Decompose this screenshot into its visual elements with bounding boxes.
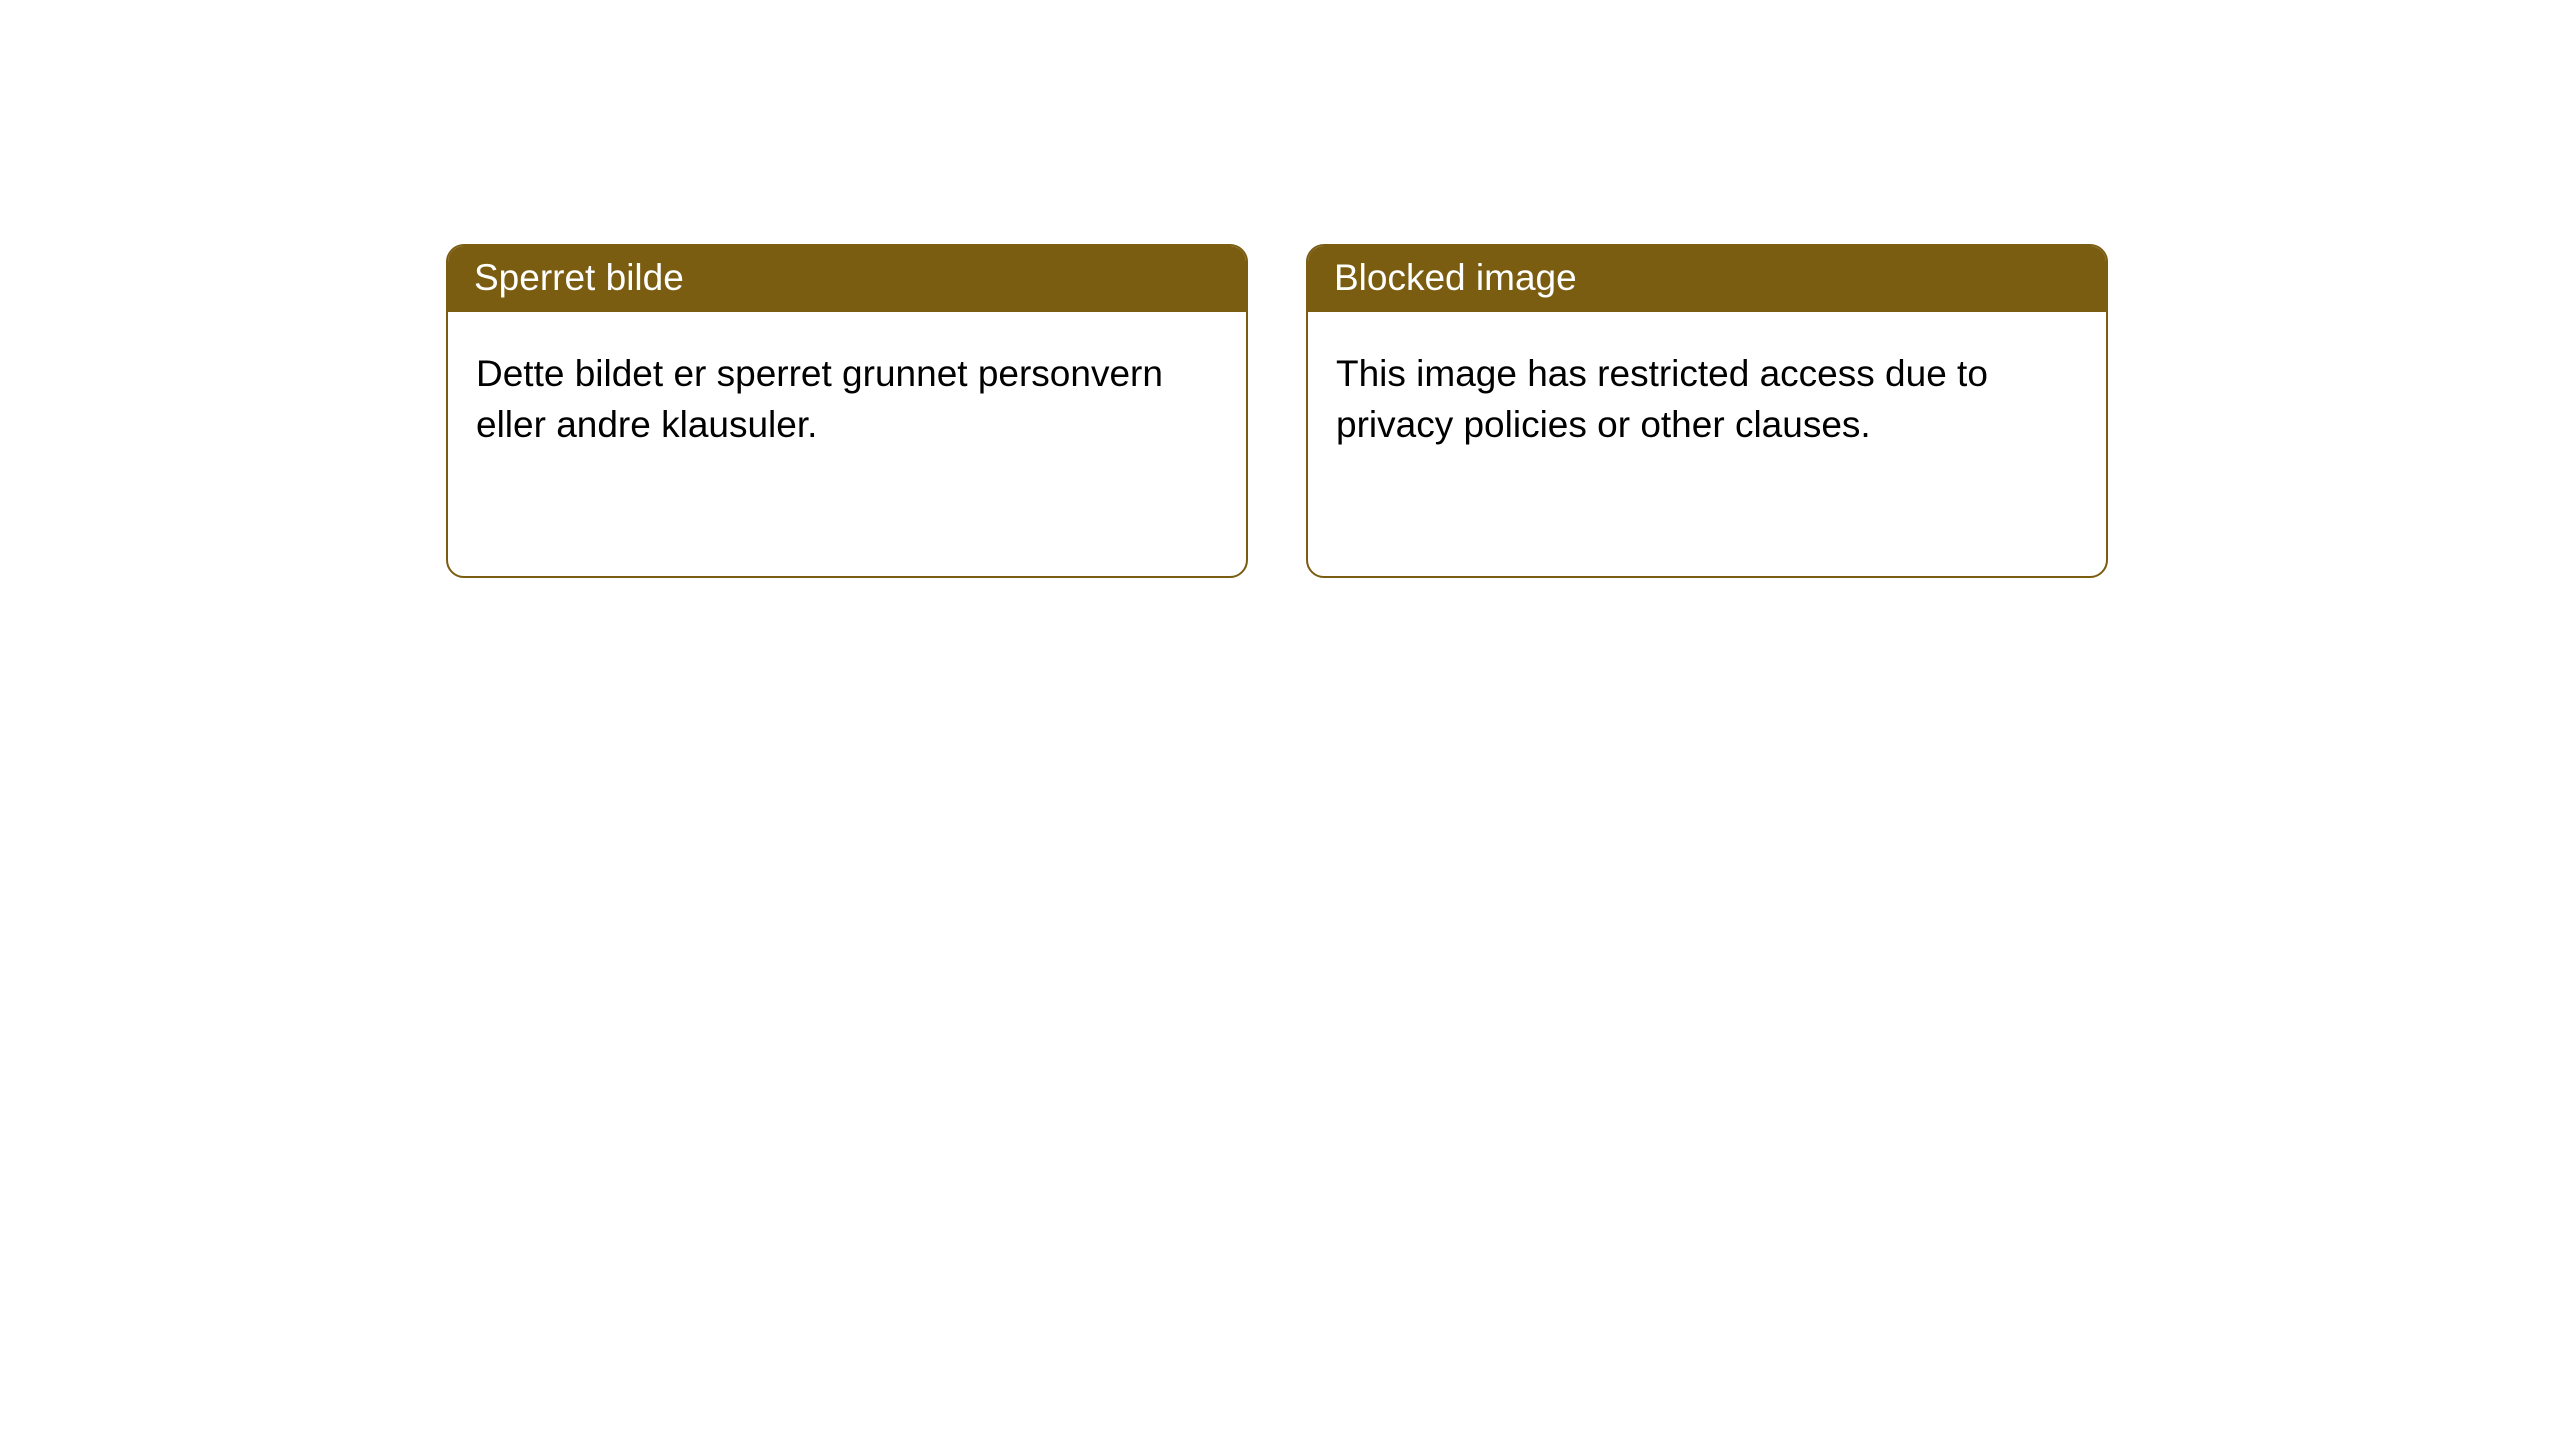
notice-header: Sperret bilde: [448, 246, 1246, 312]
notice-body: This image has restricted access due to …: [1308, 312, 2106, 476]
notice-body: Dette bildet er sperret grunnet personve…: [448, 312, 1246, 476]
notice-header: Blocked image: [1308, 246, 2106, 312]
notice-container: Sperret bilde Dette bildet er sperret gr…: [446, 244, 2108, 578]
notice-card-norwegian: Sperret bilde Dette bildet er sperret gr…: [446, 244, 1248, 578]
notice-card-english: Blocked image This image has restricted …: [1306, 244, 2108, 578]
